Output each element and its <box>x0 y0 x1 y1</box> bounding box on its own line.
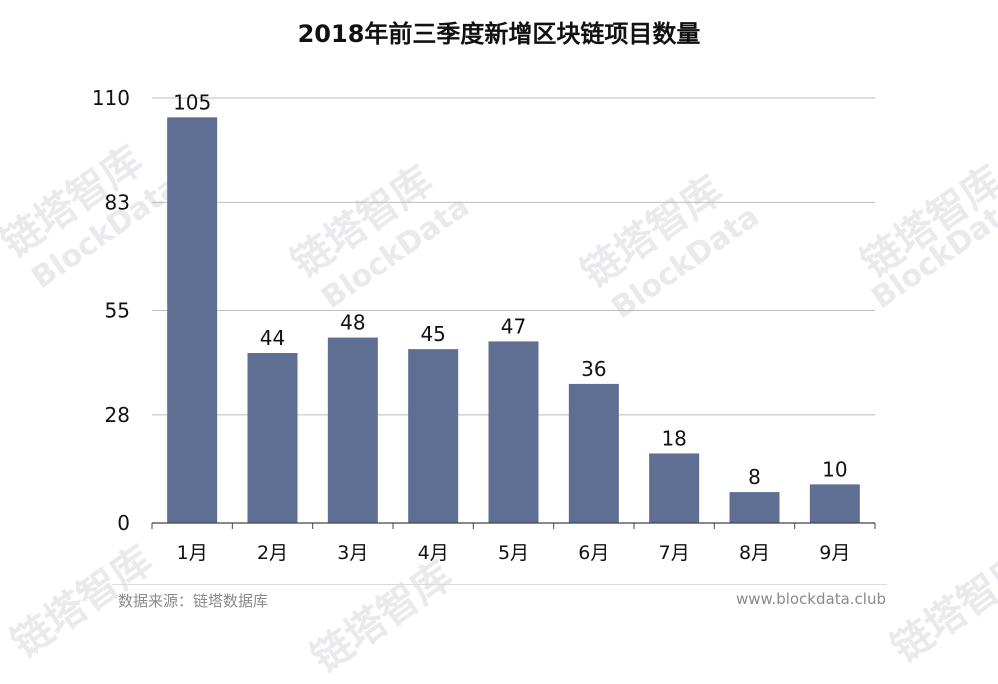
x-tick-label: 7月 <box>659 542 690 564</box>
y-tick-label: 55 <box>105 299 130 323</box>
footer-url: www.blockdata.club <box>736 590 886 608</box>
x-tick-label: 9月 <box>819 542 850 564</box>
y-tick-label: 110 <box>92 86 130 110</box>
data-label: 47 <box>501 314 526 338</box>
data-label: 45 <box>420 322 445 346</box>
data-label: 105 <box>173 90 211 114</box>
x-tick-label: 2月 <box>257 542 288 564</box>
data-label: 48 <box>340 311 365 335</box>
y-tick-label: 28 <box>105 403 130 427</box>
bar <box>729 492 780 523</box>
x-tick-label: 6月 <box>578 542 609 564</box>
bar <box>809 484 860 523</box>
bar <box>247 353 298 523</box>
data-label: 44 <box>260 326 285 350</box>
data-label: 18 <box>661 426 686 450</box>
x-tick-label: 1月 <box>177 542 208 564</box>
footer-source: 数据来源：链塔数据库 <box>118 592 269 610</box>
x-tick-label: 5月 <box>498 542 529 564</box>
bar <box>167 117 218 524</box>
bar <box>649 453 700 523</box>
x-tick-label: 4月 <box>418 542 449 564</box>
y-tick-label: 83 <box>105 190 130 214</box>
x-tick-label: 3月 <box>337 542 368 564</box>
x-tick-label: 8月 <box>739 542 770 564</box>
bar <box>408 349 459 523</box>
bar <box>488 341 539 523</box>
footer-divider <box>112 584 887 585</box>
bar <box>568 383 619 523</box>
data-label: 8 <box>748 465 761 489</box>
bar-chart: 0 28 55 83 110 105 1月 44 2月 48 3月 45 4月 47 5月 36 6月 18 7月 8… <box>92 86 876 564</box>
bar <box>327 337 378 523</box>
data-label: 36 <box>581 357 606 381</box>
y-tick-label: 0 <box>117 511 130 535</box>
chart-title: 2018年前三季度新增区块链项目数量 <box>297 20 701 48</box>
data-label: 10 <box>822 457 847 481</box>
